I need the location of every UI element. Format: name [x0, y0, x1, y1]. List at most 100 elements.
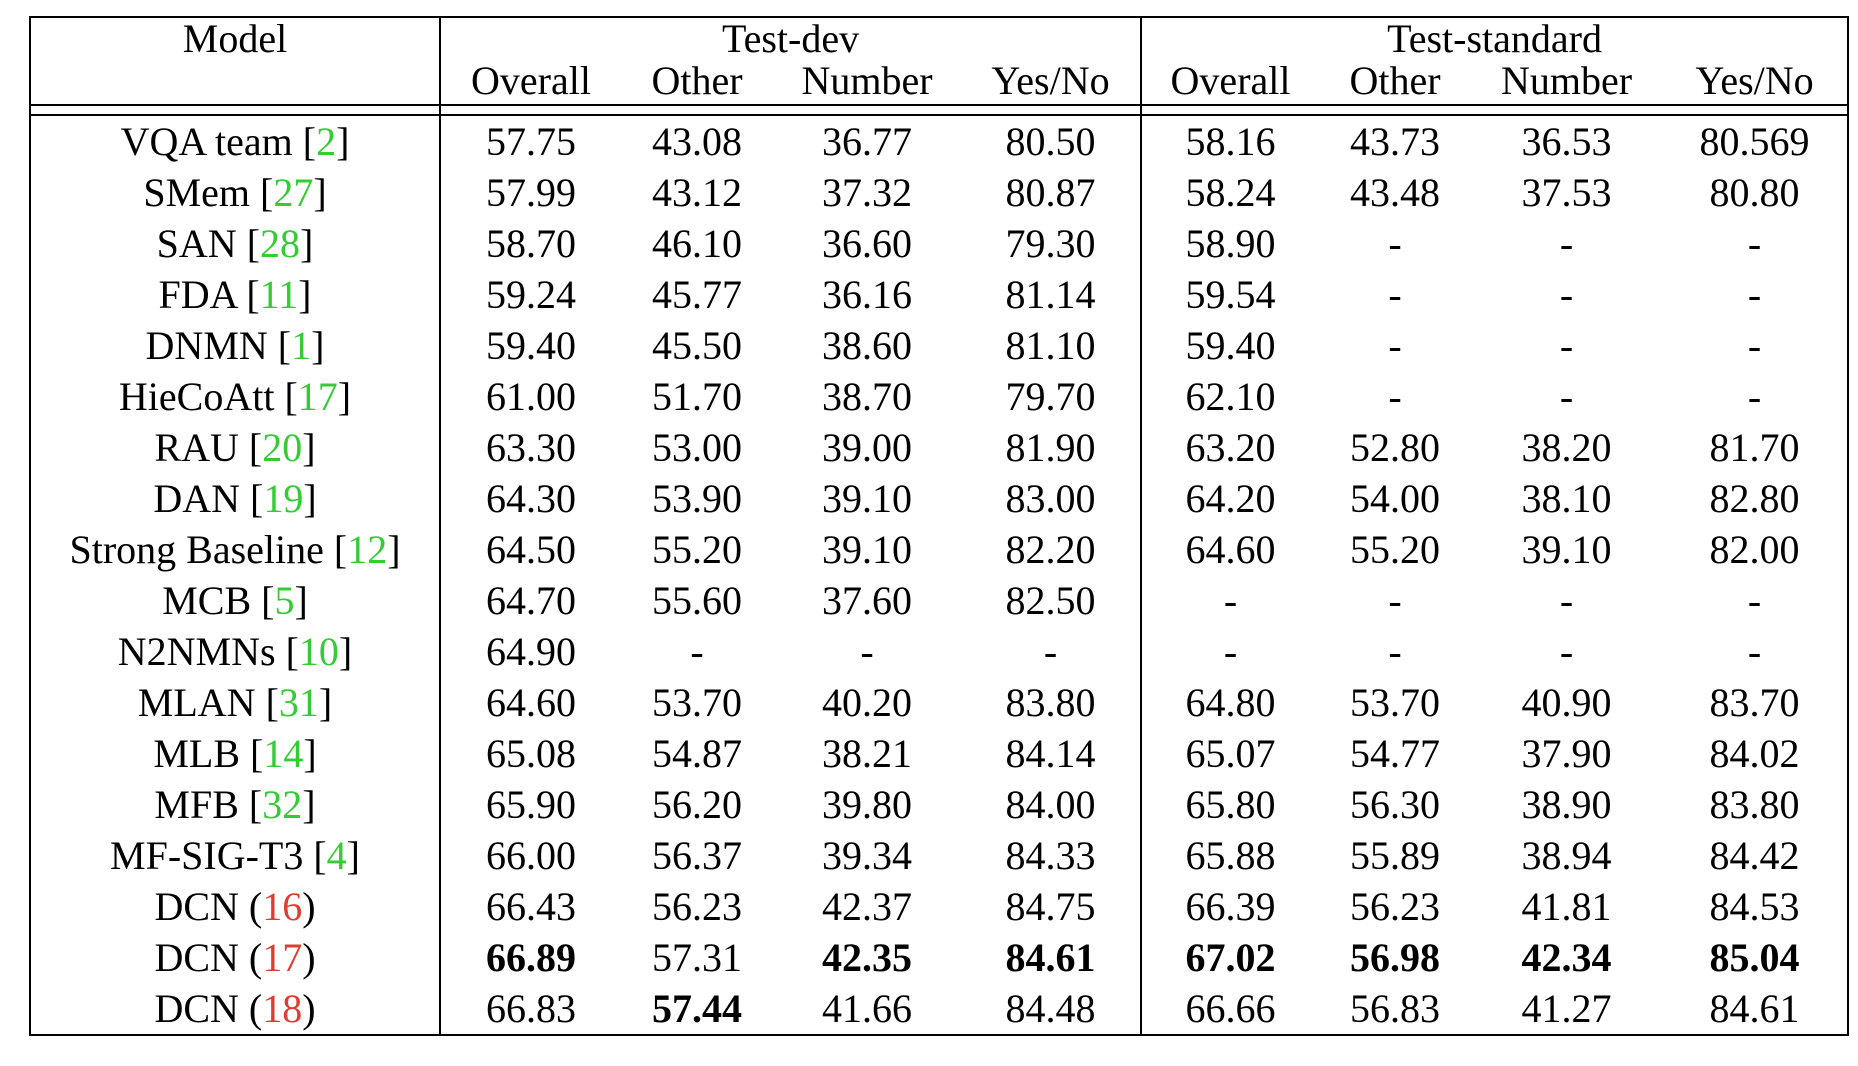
table-row: MFB [32] 65.90 56.20 39.80 84.00 65.80 56.30 38…	[29, 779, 1850, 830]
score-cell: 56.23	[652, 884, 742, 929]
score-cell: 66.89	[486, 935, 576, 980]
table-row: DCN (18) 66.83 57.44 41.66 84.48 66.66 56.83 41…	[29, 983, 1850, 1036]
table-row: MF-SIG-T3 [4] 66.00 56.37 39.34 84.33 65.88 55…	[29, 830, 1850, 881]
score-cell: 42.34	[1521, 935, 1612, 980]
citation-link[interactable]: 10	[298, 629, 339, 674]
model-name-cell: DCN (18)	[29, 983, 441, 1036]
citation-close: ]	[302, 782, 316, 827]
score-cell: 45.77	[652, 272, 742, 317]
citation-open: (	[248, 986, 263, 1031]
citation-link[interactable]: 11	[259, 272, 299, 317]
score-cell: 84.42	[1662, 830, 1850, 881]
citation-close: ]	[346, 833, 360, 878]
results-table-container: Model Test-dev Test-standard Overall Oth…	[29, 16, 1850, 1036]
model-name: MFB	[154, 782, 239, 827]
citation-link[interactable]: 4	[326, 833, 347, 878]
score-cell: 64.30	[486, 476, 576, 521]
header-row-groups: Model Test-dev Test-standard	[29, 16, 1850, 60]
citation-link[interactable]: 5	[274, 578, 295, 623]
citation-link[interactable]: 20	[262, 425, 303, 470]
score-cell: 55.20	[1350, 527, 1441, 572]
score-cell: 38.94	[1521, 833, 1612, 878]
score-cell: -	[961, 626, 1143, 677]
score-cell: 84.61	[1662, 983, 1850, 1036]
citation-link[interactable]: 31	[278, 680, 319, 725]
score-cell: 83.80	[1662, 779, 1850, 830]
citation-link[interactable]: 28	[260, 221, 301, 266]
score-cell: 39.10	[1521, 527, 1612, 572]
score-cell: 43.73	[1319, 114, 1472, 167]
score-cell: 66.66	[1141, 983, 1320, 1036]
score-cell: 81.90	[961, 422, 1143, 473]
score-cell: 80.50	[961, 114, 1143, 167]
score-cell: -	[690, 629, 704, 674]
test-standard-header: Test-standard	[1141, 16, 1850, 60]
column-header: Other	[621, 60, 773, 106]
score-cell: -	[1662, 575, 1850, 626]
score-cell: 80.87	[961, 167, 1143, 218]
score-cell: 84.48	[961, 983, 1143, 1036]
score-cell: 63.30	[486, 425, 576, 470]
citation-open: [	[246, 272, 260, 317]
citation-link[interactable]: 17	[297, 374, 338, 419]
citation-link[interactable]: 12	[347, 527, 388, 572]
table-row: MLAN [31] 64.60 53.70 40.20 83.80 64.80 53.70 4…	[29, 677, 1850, 728]
score-cell: 81.10	[961, 320, 1143, 371]
score-cell: 54.00	[1350, 476, 1441, 521]
model-name: DNMN	[145, 323, 268, 368]
table-row: DCN (16) 66.43 56.23 42.37 84.75 66.39 56.23 41…	[29, 881, 1850, 932]
citation-open: [	[246, 221, 261, 266]
score-cell: 42.35	[822, 935, 912, 980]
model-name: DCN	[154, 986, 239, 1031]
score-cell: 41.27	[1471, 983, 1663, 1036]
score-cell: 59.54	[1185, 272, 1276, 317]
score-cell: -	[1662, 371, 1850, 422]
model-name: N2NMNs	[117, 629, 276, 674]
score-cell: 40.90	[1521, 680, 1612, 725]
citation-link[interactable]: 27	[273, 170, 314, 215]
score-cell: -	[1388, 578, 1402, 623]
score-cell: 55.20	[652, 527, 742, 572]
score-cell: 80.569	[1662, 114, 1850, 167]
score-cell: -	[1388, 374, 1402, 419]
citation-close: ]	[298, 272, 312, 317]
score-cell: 56.98	[1350, 935, 1441, 980]
citation-link[interactable]: 1	[291, 323, 312, 368]
score-cell: -	[1388, 323, 1402, 368]
score-cell: 39.00	[822, 425, 912, 470]
citation-link[interactable]: 16	[262, 884, 303, 929]
score-cell: 37.32	[822, 170, 912, 215]
score-cell: 37.90	[1521, 731, 1612, 776]
score-cell: 38.21	[822, 731, 912, 776]
citation-link[interactable]: 14	[263, 731, 304, 776]
score-cell: 65.80	[1185, 782, 1276, 827]
citation-link[interactable]: 17	[262, 935, 303, 980]
score-cell: -	[860, 629, 874, 674]
score-cell: 58.24	[1185, 170, 1276, 215]
score-cell: 84.75	[961, 881, 1143, 932]
model-name-cell: SMem [27]	[29, 167, 441, 218]
score-cell: 58.90	[1185, 221, 1276, 266]
score-cell: 36.77	[773, 114, 961, 167]
score-cell: 40.20	[822, 680, 912, 725]
score-cell: 84.33	[961, 830, 1143, 881]
table-row: SAN [28] 58.70 46.10 36.60 79.30 58.90 - - -	[29, 218, 1850, 269]
model-name-cell: MFB [32]	[29, 779, 441, 830]
score-cell: 51.70	[652, 374, 742, 419]
column-header: Yes/No	[1662, 60, 1850, 106]
score-cell: -	[1559, 374, 1574, 419]
citation-link[interactable]: 18	[262, 986, 303, 1031]
model-name: MLB	[153, 731, 241, 776]
score-cell: 79.30	[961, 218, 1143, 269]
score-cell: -	[1559, 221, 1574, 266]
table-row: N2NMNs [10] 64.90 - - - - - - -	[29, 626, 1850, 677]
score-cell: 81.14	[961, 269, 1143, 320]
column-header: Overall	[1141, 60, 1320, 106]
score-cell: 43.48	[1350, 170, 1441, 215]
score-cell: 54.77	[1350, 731, 1441, 776]
citation-link[interactable]: 32	[262, 782, 303, 827]
citation-close: )	[302, 935, 316, 980]
model-name: FDA	[158, 272, 237, 317]
citation-link[interactable]: 2	[316, 119, 337, 164]
citation-link[interactable]: 19	[263, 476, 304, 521]
